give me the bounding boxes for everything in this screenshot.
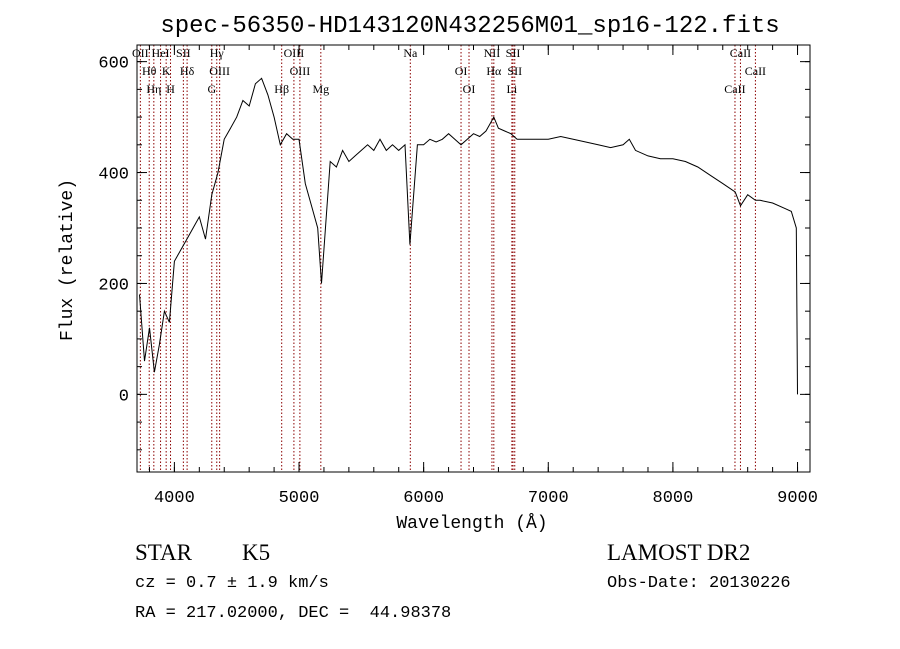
line-label: K [162,64,171,78]
line-label: Mg [312,82,329,96]
line-label: OI [455,64,468,78]
spectral-line-markers [139,45,756,472]
survey-name: LAMOST DR2 [607,540,751,565]
x-axis-ticks: 4000 5000 6000 7000 8000 9000 [148,45,818,508]
line-label: Na [403,46,418,60]
line-label: Li [507,82,518,96]
line-label: OIII [290,64,311,78]
line-label: NII [484,46,501,60]
object-class: STAR [135,540,192,565]
y-tick-label: 400 [98,166,129,185]
line-label: Hδ [180,64,195,78]
object-subclass: K5 [242,540,271,565]
line-label: G [207,82,216,96]
line-label: Hθ [142,64,157,78]
line-label: OIII [209,64,230,78]
line-label: OI [463,82,476,96]
line-label: Hβ [274,82,289,96]
x-tick-label: 5000 [279,489,320,508]
line-label: OIII [284,46,305,60]
line-label: H [166,82,175,96]
line-label: CaII [724,82,745,96]
line-label: SII [176,46,191,60]
chart-title: spec-56350-HD143120N432256M01_sp16-122.f… [160,13,779,40]
spectral-line-labels: OIIHθHηHeIKHSIIHδGHγOIIIHβOIIIOIIIMgNaOI… [132,46,766,96]
line-label: OII [132,46,149,60]
line-label: Hα [486,64,502,78]
y-tick-label: 0 [119,387,129,406]
line-label: CaII [745,64,766,78]
line-label: SII [506,46,521,60]
x-tick-label: 9000 [777,489,818,508]
line-label: SII [507,64,522,78]
x-axis-label: Wavelength (Å) [396,513,547,534]
y-axis-ticks: 0 200 400 600 [98,55,810,451]
y-axis-label: Flux (relative) [58,179,78,341]
line-label: CaII [730,46,751,60]
line-label: HeI [152,46,170,60]
plot-frame [136,44,811,473]
spectrum-line [139,77,798,395]
observation-date: Obs-Date: 20130226 [607,574,791,593]
redshift-readout: cz = 0.7 ± 1.9 km/s [135,574,329,593]
x-tick-label: 8000 [653,489,694,508]
coordinates-readout: RA = 217.02000, DEC = 44.98378 [135,604,452,623]
line-label: Hη [146,82,161,96]
x-tick-label: 7000 [528,489,569,508]
x-tick-label: 4000 [154,489,195,508]
line-label: Hγ [210,46,225,60]
y-tick-label: 600 [98,55,129,74]
y-tick-label: 200 [98,276,129,295]
x-tick-label: 6000 [403,489,444,508]
